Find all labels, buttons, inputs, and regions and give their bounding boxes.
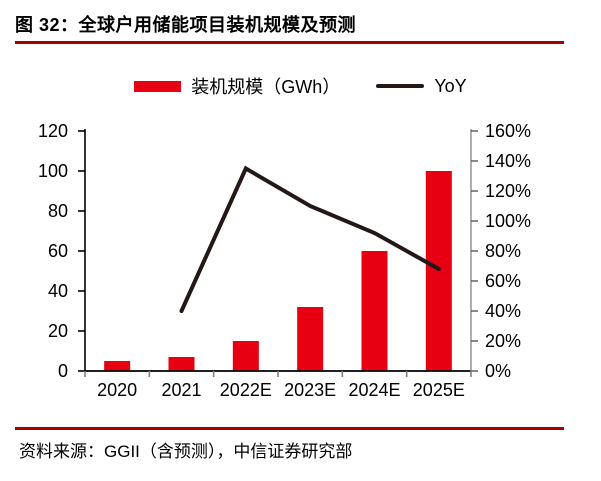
yoy-line	[179, 165, 441, 313]
right-axis-label: 80%	[485, 241, 521, 261]
x-label-2023E: 2023E	[284, 380, 336, 400]
legend-bar-swatch	[134, 80, 182, 92]
source-divider-rule	[15, 427, 564, 430]
left-axis-label: 80	[48, 201, 68, 221]
right-axis-label: 0%	[485, 361, 511, 381]
legend-line-swatch	[376, 84, 425, 88]
left-axis-label: 60	[48, 241, 68, 261]
right-axis-label: 60%	[485, 271, 521, 291]
right-axis-label: 120%	[485, 181, 531, 201]
source-text: 资料来源：GGII（含预测），中信证券研究部	[19, 442, 353, 461]
x-label-2025E: 2025E	[413, 380, 465, 400]
figure-title: 图 32：全球户用储能项目装机规模及预测	[15, 15, 357, 35]
left-axis-label: 40	[48, 281, 68, 301]
legend-bar-label: 装机规模（GWh）	[191, 77, 341, 97]
bar-2024E	[361, 251, 388, 371]
left-axis-label: 100	[38, 161, 68, 181]
right-axis-label: 100%	[485, 211, 531, 231]
x-label-2020: 2020	[97, 380, 137, 400]
x-label-2021: 2021	[161, 380, 201, 400]
left-axis-label: 20	[48, 321, 68, 341]
right-axis-label: 20%	[485, 331, 521, 351]
title-divider-rule	[15, 41, 564, 44]
right-axis-label: 160%	[485, 121, 531, 141]
bar-2021	[168, 357, 195, 371]
legend-line-label: YoY	[434, 75, 467, 96]
bar-2020	[104, 361, 131, 371]
x-label-2024E: 2024E	[348, 380, 400, 400]
bar-2023E	[297, 307, 324, 371]
left-axis-label: 0	[58, 361, 68, 381]
right-axis-label: 40%	[485, 301, 521, 321]
x-label-2022E: 2022E	[220, 380, 272, 400]
bar-2022E	[232, 341, 259, 371]
chart-legend: 装机规模（GWh） YoY	[0, 72, 601, 100]
right-axis-label: 140%	[485, 151, 531, 171]
left-axis-label: 120	[38, 121, 68, 141]
